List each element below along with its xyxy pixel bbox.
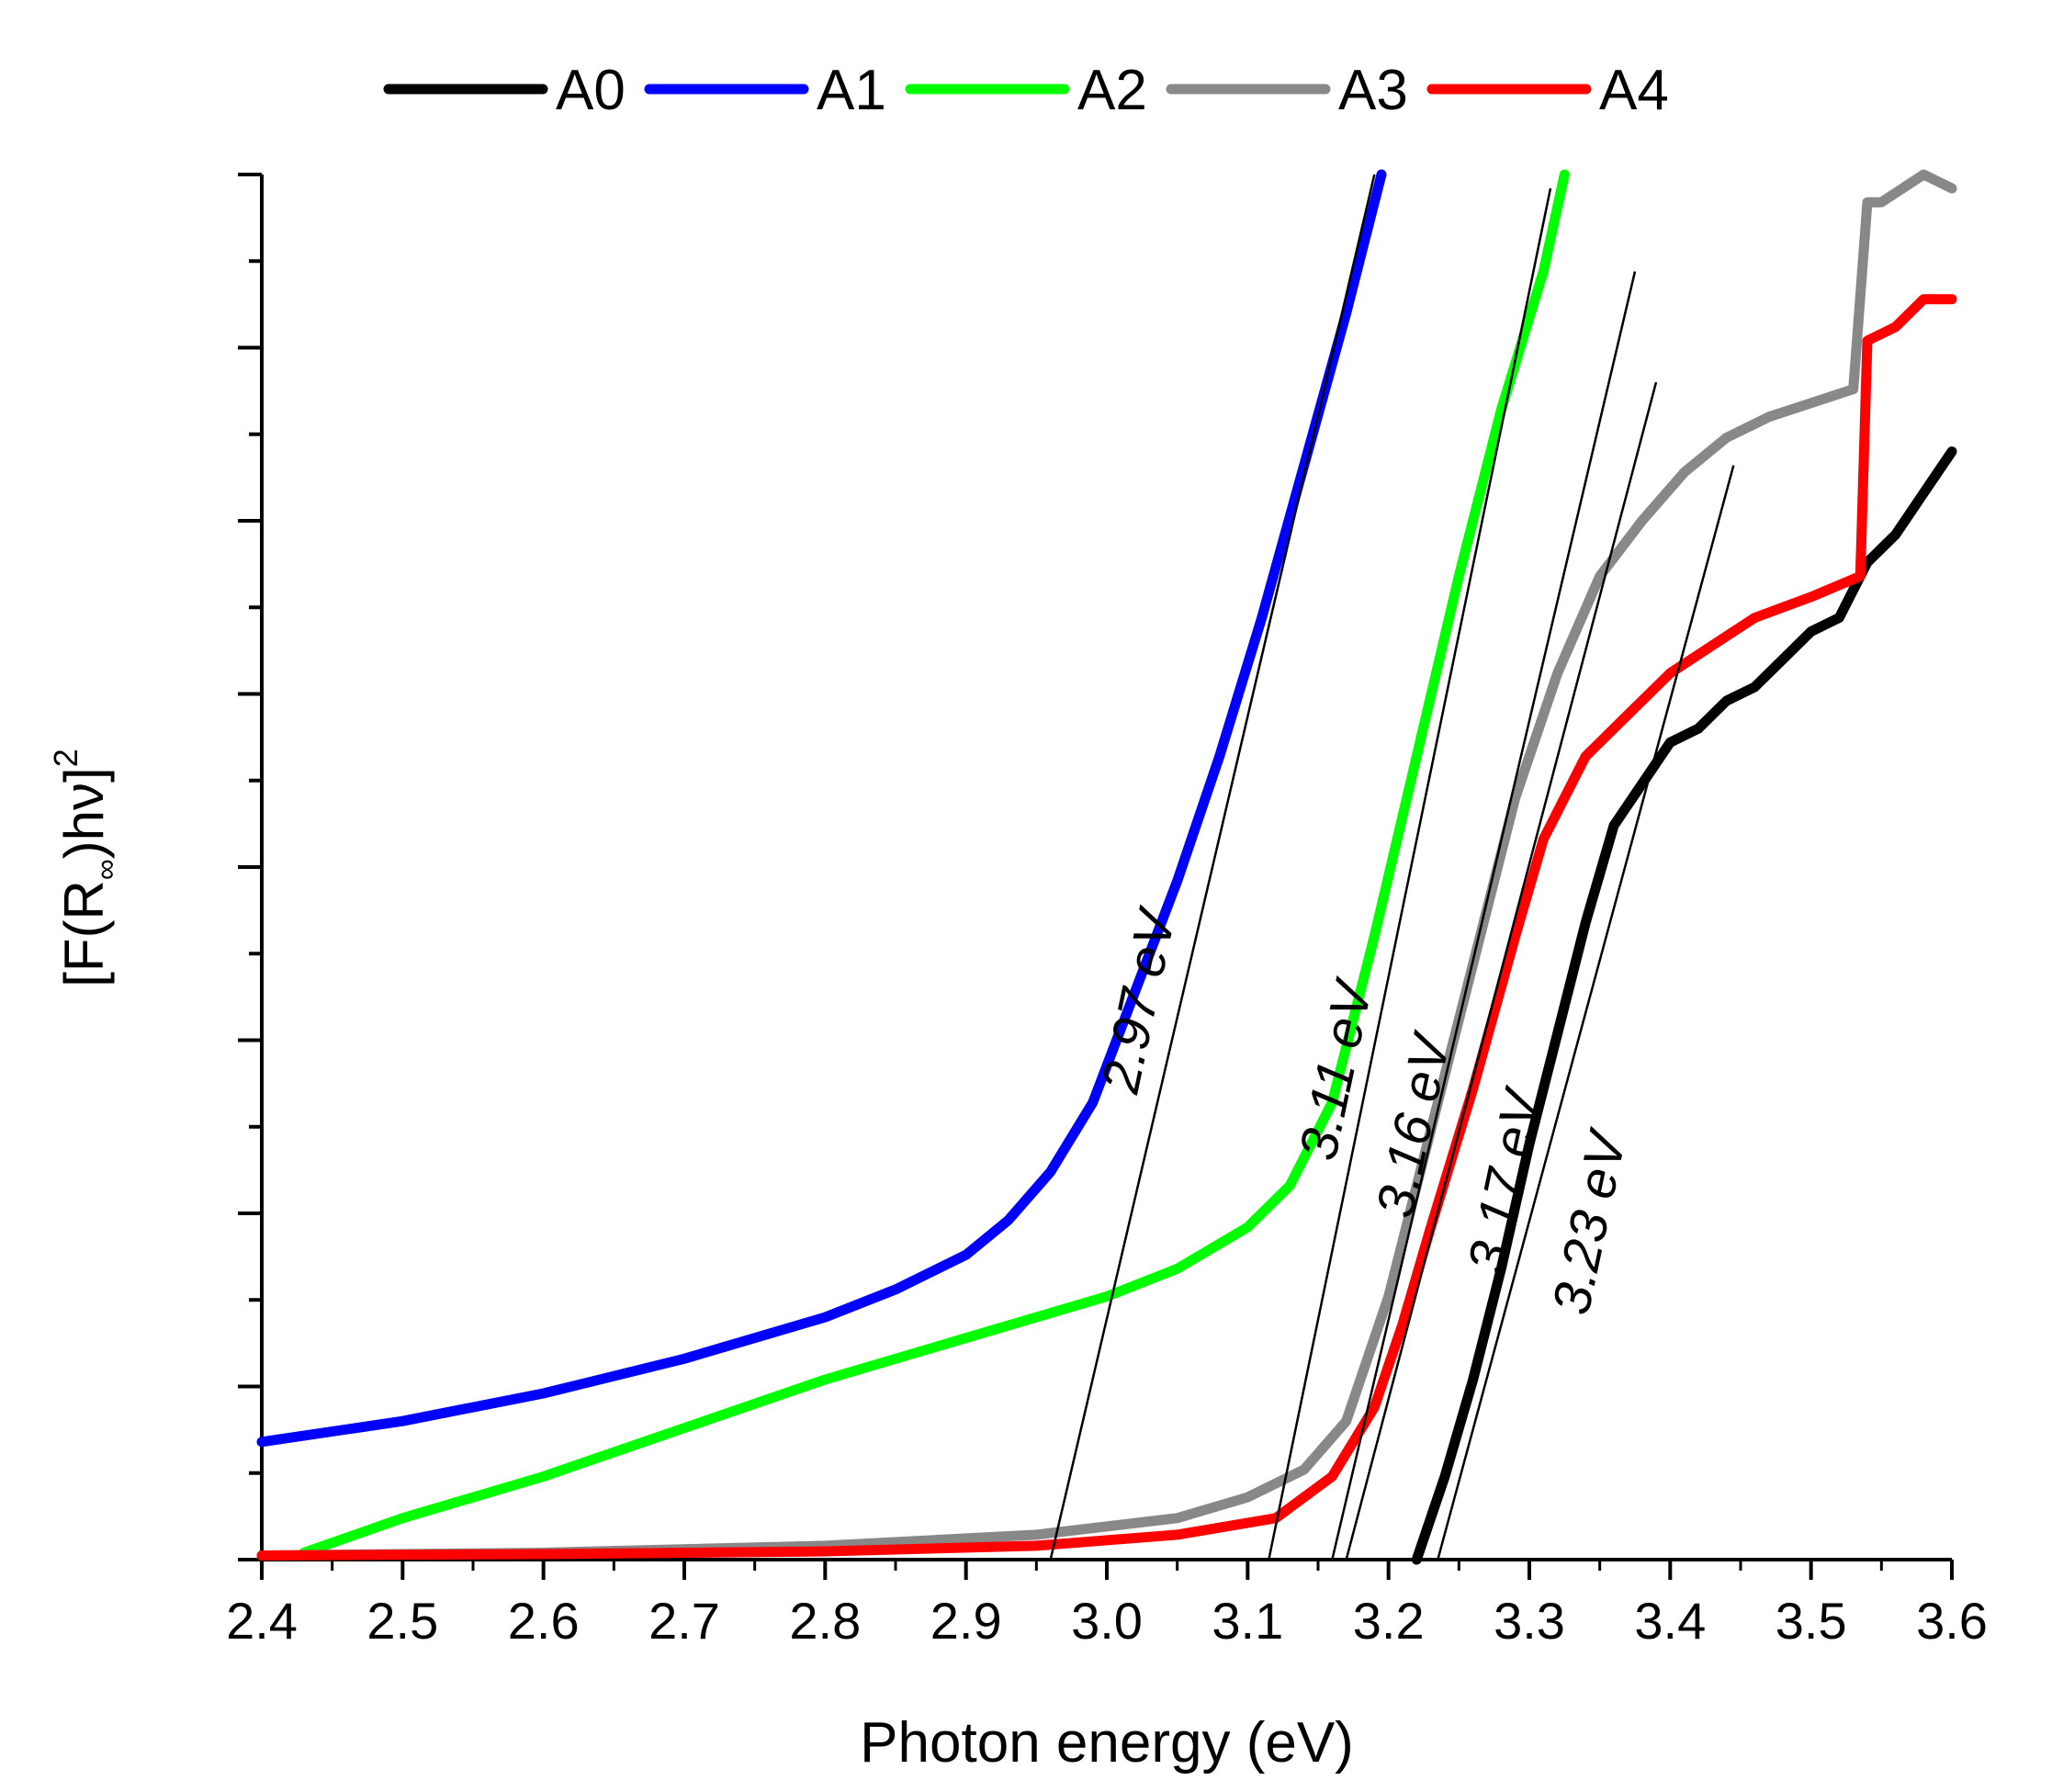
x-tick-label: 3.1 [1212, 1592, 1283, 1650]
series-group [256, 169, 1957, 1565]
series-line-a3 [256, 169, 1957, 1561]
tangent-line-3 [1331, 271, 1637, 1561]
series-line-a4 [256, 294, 1957, 1561]
tangent-line-4 [1345, 381, 1658, 1561]
annotation-1: 2.97 eV [1090, 901, 1188, 1099]
legend-label-a4: A4 [1599, 59, 1669, 122]
x-tick-label: 3.2 [1353, 1592, 1425, 1650]
series-line-a1 [256, 169, 1387, 1448]
x-tick-label: 3.3 [1494, 1592, 1565, 1650]
x-tick-label: 3.6 [1916, 1592, 1988, 1650]
x-tick-label: 2.7 [648, 1592, 720, 1650]
legend-label-a2: A2 [1077, 59, 1147, 122]
tangent-line-1 [1049, 174, 1376, 1561]
tangent-line-5 [1437, 465, 1735, 1561]
legend-label-a0: A0 [556, 59, 626, 122]
x-tick-label: 3.4 [1634, 1592, 1706, 1650]
x-tick-label: 2.8 [789, 1592, 861, 1650]
series-line-a2 [299, 169, 1570, 1558]
y-axis-label: [F(R∞)hν]2 [47, 749, 122, 987]
y-ticks [238, 173, 262, 1561]
legend-label-a3: A3 [1338, 59, 1408, 122]
x-axis-label: Photon energy (eV) [860, 1711, 1354, 1775]
x-tick-label: 3.5 [1776, 1592, 1847, 1650]
tangent-group [1049, 174, 1735, 1561]
annotation-5: 3.23 eV [1541, 1122, 1639, 1319]
x-tick-label: 2.6 [508, 1592, 580, 1650]
x-ticks: 2.4 2.5 2.6 2.7 2.8 2.9 3.0 3.1 3.2 3.3 3.4 3.5 3.6 [226, 1560, 1988, 1650]
x-tick-label: 3.0 [1071, 1592, 1143, 1650]
legend: A0 A1 A2 A3 A4 [383, 59, 1669, 122]
legend-label-a1: A1 [817, 59, 886, 122]
x-tick-label: 2.9 [930, 1592, 1002, 1650]
annotation-3: 3.16 eV [1365, 1026, 1462, 1223]
x-tick-label: 2.5 [366, 1592, 438, 1650]
x-tick-label: 2.4 [226, 1592, 298, 1650]
tangent-line-2 [1268, 187, 1552, 1561]
axes: 2.4 2.5 2.6 2.7 2.8 2.9 3.0 3.1 3.2 3.3 3.4 3.5 3.6 [226, 173, 1988, 1650]
